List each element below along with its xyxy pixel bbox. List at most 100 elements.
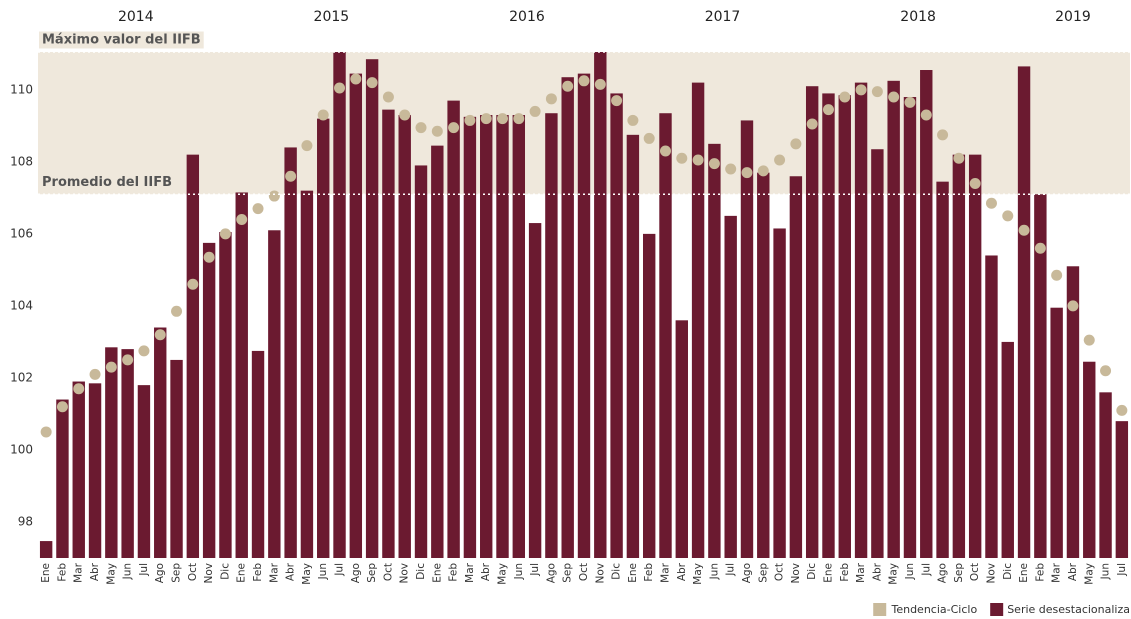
bar — [72, 381, 85, 558]
x-tick-label: Jun — [1100, 563, 1112, 580]
trend-dot — [1083, 334, 1095, 346]
y-tick-label: 104 — [10, 298, 33, 312]
bar — [398, 115, 411, 559]
trend-dot — [937, 129, 949, 141]
bar — [333, 52, 346, 558]
trend-dot — [725, 163, 737, 175]
bar — [545, 113, 558, 559]
bar — [186, 154, 200, 558]
trend-dot — [56, 401, 68, 413]
bar — [251, 350, 265, 558]
bar — [952, 154, 966, 558]
trend-dot — [1116, 404, 1128, 416]
trend-dot — [1002, 210, 1014, 222]
bar — [365, 59, 379, 558]
trend-dot — [73, 383, 85, 395]
year-label: 2016 — [509, 9, 545, 25]
x-tick-label: Abr — [1067, 562, 1079, 581]
trend-dot — [790, 138, 802, 150]
trend-dot — [578, 75, 590, 87]
bar — [577, 73, 591, 558]
bar — [463, 116, 477, 558]
x-tick-label: May — [105, 563, 117, 585]
bar — [219, 232, 232, 558]
bar — [1034, 194, 1047, 558]
trend-dot — [953, 152, 965, 164]
bar — [887, 80, 900, 558]
x-tick-label: Feb — [252, 563, 264, 582]
x-tick-label: Ene — [40, 563, 52, 583]
bar — [431, 145, 444, 558]
y-tick-label: 106 — [10, 226, 33, 240]
reference-label: Máximo valor del IIFB — [42, 33, 201, 48]
x-tick-label: Feb — [839, 563, 851, 582]
x-tick-label: Jun — [122, 563, 134, 580]
x-tick-label: Nov — [790, 563, 802, 584]
trend-dot — [741, 167, 753, 179]
trend-dot — [904, 96, 916, 108]
y-tick-label: 110 — [10, 82, 33, 96]
y-tick-label: 108 — [10, 154, 33, 168]
trend-dot — [431, 125, 443, 137]
bar — [382, 109, 395, 558]
x-tick-label: Mar — [268, 562, 280, 582]
x-tick-label: Jul — [138, 563, 150, 577]
x-tick-label: Oct — [187, 563, 199, 581]
trend-dot — [643, 132, 655, 144]
year-label: 2017 — [705, 9, 741, 25]
bar — [447, 100, 460, 559]
bar — [659, 113, 672, 559]
trend-dot — [594, 78, 606, 90]
legend-swatch — [990, 603, 1004, 616]
x-tick-label: May — [692, 563, 704, 585]
x-tick-label: Jul — [529, 563, 541, 577]
x-tick-label: Nov — [203, 563, 215, 584]
bar — [740, 120, 754, 558]
trend-dot — [415, 122, 427, 134]
trend-dot — [334, 82, 346, 94]
y-tick-label: 98 — [18, 514, 33, 528]
bar — [496, 115, 509, 559]
bar — [789, 176, 803, 558]
bar — [773, 228, 786, 558]
bar — [675, 320, 688, 558]
x-tick-label: Abr — [285, 562, 297, 581]
year-label: 2018 — [900, 9, 936, 25]
trend-dot — [1067, 300, 1079, 312]
legend-swatch — [873, 603, 887, 616]
bar — [39, 541, 53, 558]
bar — [170, 359, 183, 558]
trend-dot — [236, 213, 248, 225]
trend-dot — [350, 73, 362, 85]
trend-dot — [317, 109, 329, 121]
x-tick-label: Jul — [725, 563, 737, 577]
trend-dot — [40, 426, 52, 438]
bar — [920, 70, 933, 559]
x-tick-label: Jun — [904, 563, 916, 580]
trend-dot — [969, 177, 981, 189]
x-tick-label: Jul — [334, 563, 346, 577]
x-tick-label: Oct — [969, 563, 981, 581]
bar — [1001, 341, 1014, 558]
trend-dot — [692, 154, 704, 166]
x-tick-label: Ene — [1018, 563, 1030, 583]
bar — [414, 165, 428, 559]
year-label: 2014 — [118, 9, 154, 25]
legend-label: Tendencia-Ciclo — [890, 603, 977, 616]
x-tick-label: Sep — [171, 563, 183, 583]
x-tick-label: May — [497, 563, 509, 585]
bar — [56, 399, 69, 558]
trend-dot — [89, 368, 101, 380]
x-tick-label: Mar — [855, 562, 867, 582]
trend-dot — [806, 118, 818, 130]
bar — [1099, 392, 1112, 558]
x-tick-label: Sep — [757, 563, 769, 583]
x-tick-label: Dic — [219, 563, 231, 580]
x-tick-label: Ago — [154, 563, 166, 583]
x-tick-label: Jun — [513, 563, 525, 580]
x-tick-label: Sep — [953, 563, 965, 583]
x-tick-label: Feb — [643, 563, 655, 582]
trend-dot — [252, 203, 264, 215]
trend-dot — [774, 154, 786, 166]
bar — [968, 154, 982, 558]
